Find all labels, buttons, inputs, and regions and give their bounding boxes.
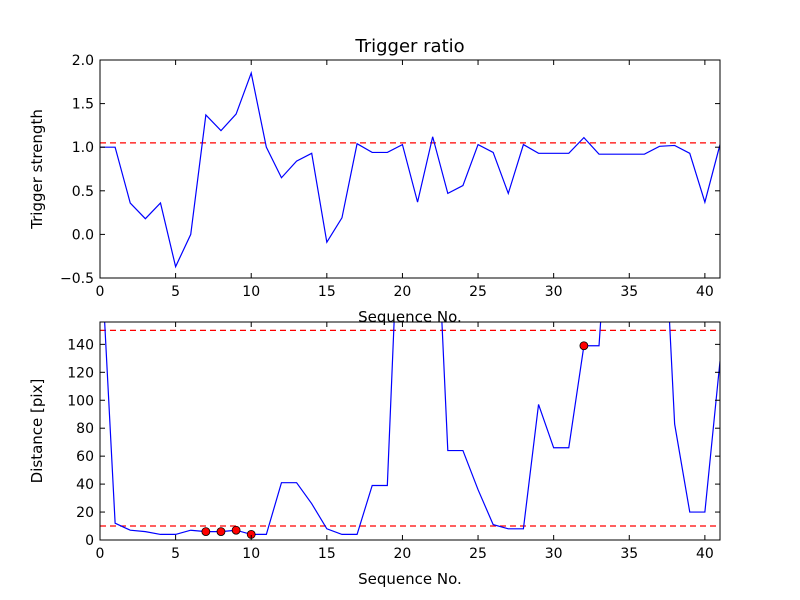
x-tick-label: 40 — [696, 284, 714, 300]
y-axis-label: Trigger strength — [28, 109, 46, 230]
y-axis-label: Distance [pix] — [28, 379, 46, 484]
x-tick-label: 25 — [469, 546, 487, 562]
y-tick-label: 1.0 — [72, 140, 94, 156]
y-tick-label: 20 — [76, 505, 94, 521]
x-axis-label: Sequence No. — [358, 570, 462, 588]
series-line-0 — [104, 322, 720, 536]
y-tick-label: 40 — [76, 477, 94, 493]
marker-point-0 — [201, 527, 211, 537]
marker-point-2 — [231, 525, 241, 535]
x-tick-label: 0 — [96, 546, 105, 562]
marker-point-1 — [216, 527, 226, 537]
distance-chart: 0 5 10 15 20 25 30 35 40 0 20 40 60 80 100 120 140 Sequen… — [28, 321, 721, 588]
y-tick-label: 1.5 — [72, 97, 94, 113]
x-axis-label: Sequence No. — [358, 308, 462, 326]
x-tick-label: 15 — [318, 546, 336, 562]
x-tick-label: 30 — [545, 546, 563, 562]
x-tick-label: 10 — [242, 546, 260, 562]
x-tick-label: 5 — [171, 546, 180, 562]
x-tick-label: 35 — [620, 284, 638, 300]
y-tick-label: 100 — [67, 393, 94, 409]
y-tick-label: 2.0 — [72, 53, 94, 69]
y-tick-label: 0.5 — [72, 184, 94, 200]
series-line-0 — [100, 70, 720, 269]
y-tick-label: −0.5 — [60, 271, 94, 287]
x-tick-label: 10 — [242, 284, 260, 300]
y-tick-label: 80 — [76, 421, 94, 437]
plot-frame — [99, 321, 721, 541]
y-tick-label: 0.0 — [72, 227, 94, 243]
x-tick-label: 35 — [620, 546, 638, 562]
x-tick-label: 5 — [171, 284, 180, 300]
x-tick-label: 15 — [318, 284, 336, 300]
x-tick-label: 40 — [696, 546, 714, 562]
trigger-ratio-chart: 0 5 10 15 20 25 30 35 40 −0.5 0.0 0.5 1.0 1.5 2.0 Trigg… — [28, 36, 721, 326]
y-tick-label: 0 — [85, 533, 94, 549]
x-tick-label: 20 — [394, 284, 412, 300]
y-tick-label: 140 — [67, 337, 94, 353]
marker-point-4 — [579, 341, 589, 351]
y-tick-label: 120 — [67, 365, 94, 381]
x-tick-label: 25 — [469, 284, 487, 300]
plot-frame — [99, 59, 721, 279]
x-tick-label: 20 — [394, 546, 412, 562]
x-tick-label: 30 — [545, 284, 563, 300]
x-tick-label: 0 — [96, 284, 105, 300]
y-tick-label: 60 — [76, 449, 94, 465]
chart-title: Trigger ratio — [354, 36, 464, 57]
